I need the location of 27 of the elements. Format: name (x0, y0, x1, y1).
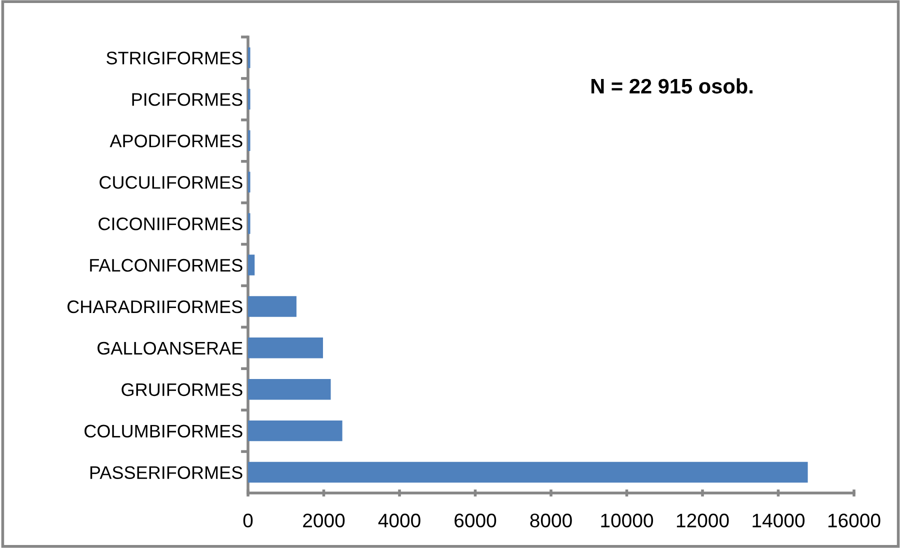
y-tick-label: APODIFORMES (110, 134, 242, 148)
x-tick-label: 0 (243, 514, 253, 528)
bar (248, 296, 296, 317)
bar (248, 462, 808, 483)
y-tick-label: FALCONIFORMES (90, 258, 242, 272)
bar (248, 420, 342, 442)
x-tick-label: 14000 (752, 514, 805, 528)
y-tick-label: PICIFORMES (132, 93, 242, 106)
x-tick-label: 10000 (601, 514, 654, 528)
y-tick-label: COLUMBIFORMES (84, 424, 242, 438)
y-tick-label: PASSERIFORMES (90, 466, 242, 479)
y-tick-label: GALLOANSERAE (98, 342, 242, 355)
x-tick-label: 16000 (828, 514, 880, 528)
bar (248, 379, 331, 400)
x-tick-label: 4000 (378, 514, 420, 528)
y-tick-label: CHARADRIIFORMES (68, 300, 242, 314)
x-tick-label: 2000 (303, 514, 345, 528)
annotation: N = 22 915 osob. (591, 78, 752, 94)
bar (248, 254, 255, 276)
y-tick-label: CUCULIFORMES (100, 176, 242, 189)
y-tick-label: GRUIFORMES (122, 383, 242, 396)
y-tick-label: STRIGIFORMES (106, 52, 242, 64)
bar (248, 338, 323, 358)
y-tick-label: CICONIIFORMES (98, 217, 242, 230)
x-tick-label: 8000 (530, 514, 572, 528)
x-tick-label: 6000 (454, 514, 496, 528)
x-tick-label: 12000 (676, 514, 729, 528)
